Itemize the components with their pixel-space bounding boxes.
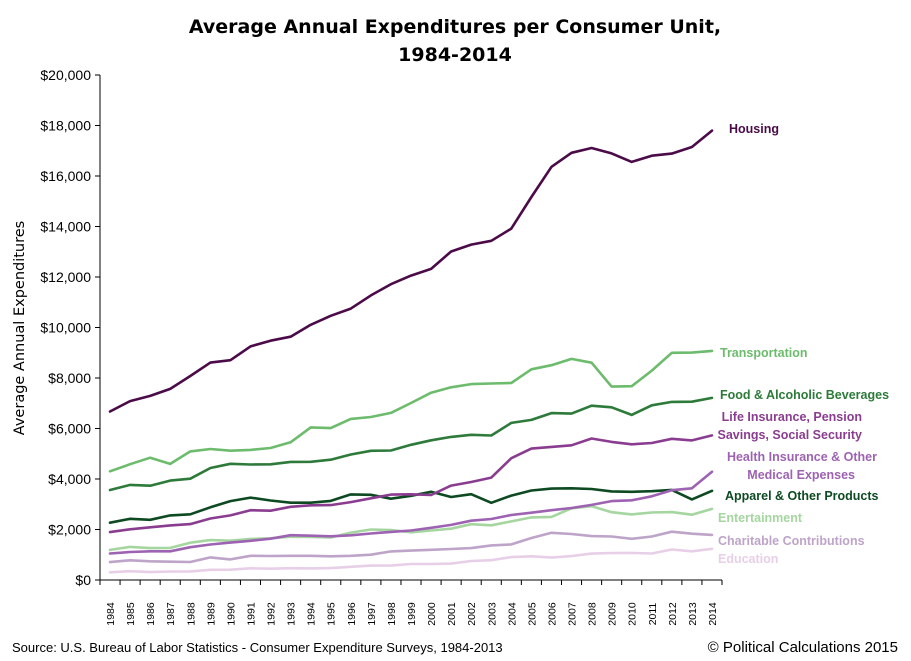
x-tick-label: 2005 [526, 602, 538, 626]
x-tick-label: 2007 [567, 602, 579, 626]
chart-title-line-1: Average Annual Expenditures per Consumer… [189, 16, 721, 38]
x-tick-label: 2011 [647, 603, 659, 626]
x-tick-label: 1996 [346, 602, 358, 626]
x-tick-label: 1995 [326, 602, 338, 626]
chart-title-line-2: 1984-2014 [398, 44, 512, 66]
x-tick-label: 2014 [707, 602, 719, 626]
y-tick-label: $18,000 [40, 118, 91, 134]
x-tick-label: 1997 [366, 602, 378, 626]
series-line-8 [108, 547, 714, 574]
series-line-3 [108, 434, 714, 534]
x-tick-label: 1989 [205, 602, 217, 626]
y-tick-label: $20,000 [40, 67, 91, 83]
y-ticks: $0 $2,000 $4,000 $6,000 $8,000 $10,000 $12,000… [40, 67, 100, 588]
x-tick-label: 2004 [506, 602, 518, 626]
x-tick-label: 1992 [266, 602, 278, 626]
y-tick-label: $10,000 [40, 320, 91, 336]
source-note: Source: U.S. Bureau of Labor Statistics … [12, 640, 503, 655]
credit-note: © Political Calculations 2015 [708, 639, 898, 656]
series-line-7 [108, 530, 714, 564]
x-tick-label: 1986 [145, 602, 157, 626]
y-tick-label: $4,000 [48, 471, 91, 487]
y-tick-label: $6,000 [48, 421, 91, 437]
series-line-0 [108, 129, 714, 413]
series-label-4-line-1: Medical Expenses [747, 468, 855, 482]
x-tick-label: 1988 [185, 602, 197, 626]
y-tick-label: $0 [75, 572, 91, 588]
series-label-1-line-0: Transportation [720, 346, 808, 360]
y-axis-label: Average Annual Expenditures [12, 221, 28, 435]
y-tick-label: $16,000 [40, 168, 91, 184]
x-tick-label: 1994 [306, 602, 318, 626]
series-label-0-line-0: Housing [729, 122, 779, 136]
x-tick-label: 1985 [125, 602, 137, 626]
series-line-2 [108, 396, 714, 492]
y-tick-label: $2,000 [48, 522, 91, 538]
x-tick-label: 1998 [386, 602, 398, 626]
x-tick-label: 1991 [245, 602, 257, 626]
series-label-3-line-1: Savings, Social Security [717, 428, 862, 442]
x-tick-label: 2000 [426, 602, 438, 626]
series-label-3-line-0: Life Insurance, Pension [722, 410, 862, 424]
x-tick-label: 2001 [446, 602, 458, 626]
x-tick-label: 1993 [286, 602, 298, 626]
x-tick-label: 2006 [546, 602, 558, 626]
x-ticks: 1984 1985 1986 1987 1988 1989 1990 1991 1992 1993… [99, 580, 723, 626]
series-line-4 [108, 470, 714, 555]
x-tick-label: 2008 [587, 602, 599, 626]
series-label-6-line-0: Entertainment [718, 511, 803, 525]
series-lines [108, 129, 714, 574]
series-line-1 [108, 349, 714, 473]
series-label-4-line-0: Health Insurance & Other [727, 450, 877, 464]
x-tick-label: 1999 [406, 602, 418, 626]
x-tick-label: 2002 [466, 602, 478, 626]
x-tick-label: 1990 [225, 602, 237, 626]
x-tick-label: 2013 [687, 602, 699, 626]
x-tick-label: 2009 [607, 602, 619, 626]
series-labels: Housing Transportation Food & Alcoholic Be… [717, 122, 889, 566]
x-tick-label: 1987 [165, 602, 177, 626]
series-line-5 [108, 486, 714, 525]
y-tick-label: $14,000 [40, 219, 91, 235]
x-tick-label: 2010 [627, 602, 639, 626]
x-tick-label: 2012 [667, 602, 679, 626]
x-tick-label: 1984 [105, 602, 117, 626]
x-tick-label: 2003 [486, 602, 498, 626]
series-label-8-line-0: Education [718, 552, 778, 566]
series-label-2-line-0: Food & Alcoholic Beverages [720, 388, 889, 402]
series-label-5-line-0: Apparel & Other Products [725, 489, 879, 503]
series-line-6 [108, 504, 714, 552]
y-tick-label: $12,000 [40, 269, 91, 285]
y-tick-label: $8,000 [48, 370, 91, 386]
series-label-7-line-0: Charitable Contributions [718, 534, 865, 548]
